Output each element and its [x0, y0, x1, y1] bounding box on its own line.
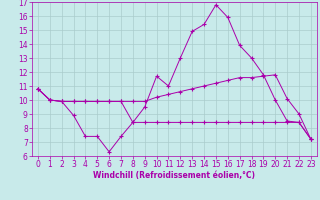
- X-axis label: Windchill (Refroidissement éolien,°C): Windchill (Refroidissement éolien,°C): [93, 171, 255, 180]
